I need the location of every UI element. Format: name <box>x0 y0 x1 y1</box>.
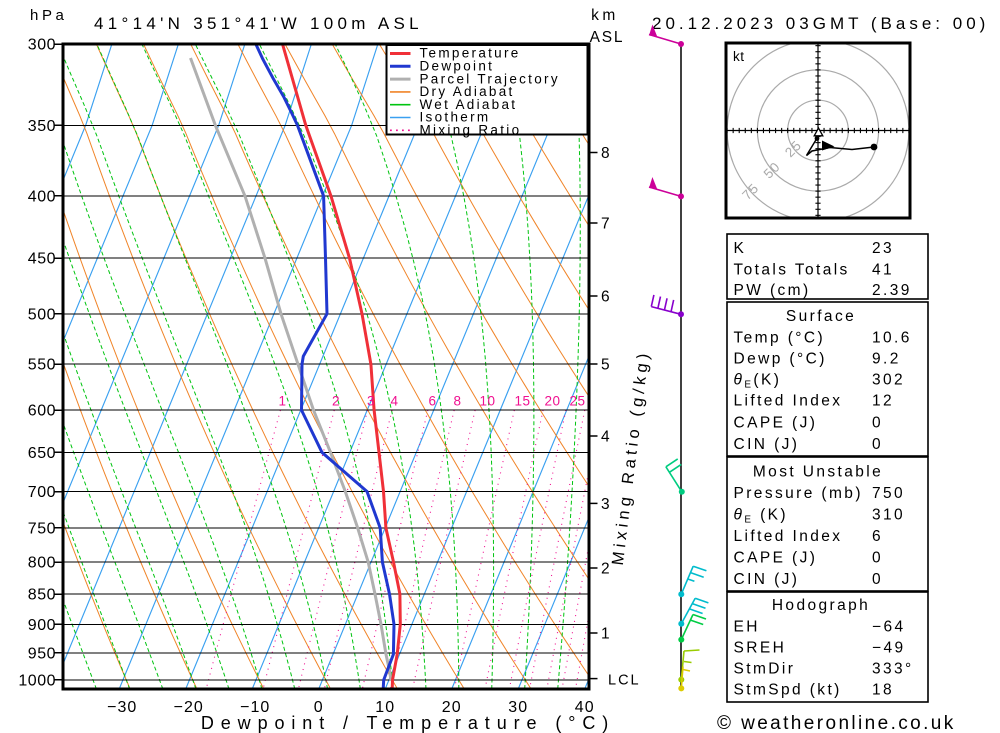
svg-text:© weatheronline.co.uk: © weatheronline.co.uk <box>717 713 956 733</box>
svg-text:750: 750 <box>872 485 905 502</box>
svg-text:9.2: 9.2 <box>872 351 901 368</box>
svg-text:−64: −64 <box>872 619 906 636</box>
svg-text:1: 1 <box>278 394 286 409</box>
svg-text:800: 800 <box>28 555 56 572</box>
svg-text:CAPE (J): CAPE (J) <box>734 550 818 567</box>
svg-text:6: 6 <box>872 528 883 545</box>
svg-text:Isotherm: Isotherm <box>420 110 491 125</box>
svg-text:10: 10 <box>479 394 495 409</box>
svg-text:450: 450 <box>28 251 56 268</box>
svg-text:CIN (J): CIN (J) <box>734 571 800 588</box>
svg-text:12: 12 <box>872 393 894 410</box>
svg-text:20: 20 <box>544 394 560 409</box>
svg-text:Most Unstable: Most Unstable <box>753 464 883 481</box>
svg-text:10.6: 10.6 <box>872 330 912 347</box>
svg-text:20: 20 <box>442 699 462 716</box>
svg-text:Dewpoint / Temperature (°C): Dewpoint / Temperature (°C) <box>201 713 615 733</box>
svg-text:0: 0 <box>872 436 883 453</box>
svg-text:hPa: hPa <box>30 7 68 24</box>
svg-text:EH: EH <box>734 619 760 636</box>
svg-text:310: 310 <box>872 507 905 524</box>
svg-text:5: 5 <box>601 357 610 374</box>
svg-text:Mixing Ratio: Mixing Ratio <box>420 123 522 138</box>
svg-text:1000: 1000 <box>18 672 56 689</box>
svg-text:2.39: 2.39 <box>872 282 912 299</box>
svg-text:0: 0 <box>314 699 324 716</box>
svg-text:−20: −20 <box>174 699 204 716</box>
svg-text:333°: 333° <box>872 661 914 678</box>
svg-text:650: 650 <box>28 445 56 462</box>
svg-text:850: 850 <box>28 587 56 604</box>
svg-text:kt: kt <box>733 49 745 64</box>
svg-text:900: 900 <box>28 617 56 634</box>
svg-text:302: 302 <box>872 372 905 389</box>
svg-text:10: 10 <box>375 699 395 716</box>
svg-text:CAPE (J): CAPE (J) <box>734 415 818 432</box>
svg-text:−49: −49 <box>872 640 906 657</box>
svg-text:6: 6 <box>428 394 436 409</box>
svg-text:SREH: SREH <box>734 640 787 657</box>
svg-text:4: 4 <box>601 429 610 446</box>
svg-text:400: 400 <box>28 188 56 205</box>
svg-text:Surface: Surface <box>786 308 856 325</box>
svg-text:23: 23 <box>872 240 894 257</box>
svg-text:StmDir: StmDir <box>734 661 796 678</box>
svg-text:950: 950 <box>28 645 56 662</box>
svg-text:Temp (°C): Temp (°C) <box>734 330 826 347</box>
svg-text:Dewpoint: Dewpoint <box>420 59 495 74</box>
svg-text:500: 500 <box>28 306 56 323</box>
svg-text:41°14'N 351°41'W 100m ASL: 41°14'N 351°41'W 100m ASL <box>94 14 423 33</box>
svg-text:ASL: ASL <box>590 29 625 46</box>
svg-text:3: 3 <box>601 496 610 513</box>
svg-text:1: 1 <box>601 626 610 643</box>
svg-text:θE(K): θE(K) <box>734 372 782 391</box>
svg-text:40: 40 <box>575 699 595 716</box>
svg-text:30: 30 <box>508 699 528 716</box>
svg-text:750: 750 <box>28 520 56 537</box>
svg-text:Temperature: Temperature <box>420 46 521 61</box>
svg-text:8: 8 <box>601 145 610 162</box>
svg-text:Lifted Index: Lifted Index <box>734 393 843 410</box>
svg-text:Dry Adiabat: Dry Adiabat <box>420 84 515 99</box>
svg-text:300: 300 <box>28 37 56 54</box>
svg-text:Totals Totals: Totals Totals <box>734 262 850 279</box>
svg-text:θE (K): θE (K) <box>734 507 788 526</box>
svg-text:LCL: LCL <box>608 673 641 689</box>
svg-text:4: 4 <box>390 394 398 409</box>
svg-text:−30: −30 <box>107 699 137 716</box>
svg-text:Parcel Trajectory: Parcel Trajectory <box>420 71 560 86</box>
svg-text:Pressure (mb): Pressure (mb) <box>734 485 863 502</box>
svg-text:StmSpd (kt): StmSpd (kt) <box>734 682 842 699</box>
svg-text:350: 350 <box>28 118 56 135</box>
svg-text:700: 700 <box>28 484 56 501</box>
svg-text:8: 8 <box>453 394 461 409</box>
svg-text:18: 18 <box>872 682 894 699</box>
svg-text:550: 550 <box>28 357 56 374</box>
svg-text:7: 7 <box>601 216 610 233</box>
svg-text:Lifted Index: Lifted Index <box>734 528 843 545</box>
svg-text:600: 600 <box>28 403 56 420</box>
svg-text:K: K <box>734 240 747 257</box>
svg-text:2: 2 <box>332 394 340 409</box>
svg-text:6: 6 <box>601 289 610 306</box>
svg-text:0: 0 <box>872 415 883 432</box>
svg-text:3: 3 <box>367 394 375 409</box>
svg-text:Hodograph: Hodograph <box>772 597 870 614</box>
svg-text:25: 25 <box>569 394 585 409</box>
svg-text:PW (cm): PW (cm) <box>734 282 811 299</box>
svg-text:0: 0 <box>872 550 883 567</box>
svg-text:20.12.2023 03GMT (Base: 00): 20.12.2023 03GMT (Base: 00) <box>652 14 989 33</box>
svg-text:Wet Adiabat: Wet Adiabat <box>420 97 518 112</box>
svg-text:Dewp (°C): Dewp (°C) <box>734 351 827 368</box>
svg-text:CIN (J): CIN (J) <box>734 436 800 453</box>
svg-text:15: 15 <box>514 394 530 409</box>
svg-text:−10: −10 <box>240 699 270 716</box>
svg-text:km: km <box>591 7 619 24</box>
svg-text:2: 2 <box>601 561 610 578</box>
svg-text:0: 0 <box>872 571 883 588</box>
svg-text:41: 41 <box>872 262 894 279</box>
